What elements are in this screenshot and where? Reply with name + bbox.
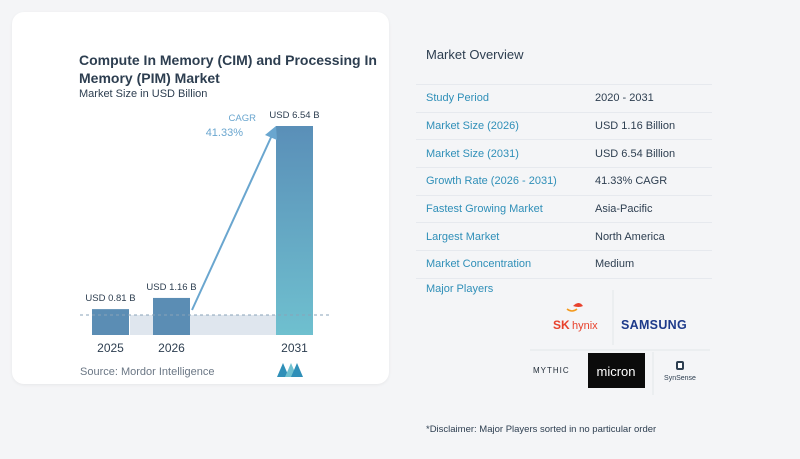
major-players-title: Major Players — [426, 283, 494, 295]
mythic-logo: MYTHIC — [533, 366, 570, 375]
data-label-2025: USD 0.81 B — [85, 293, 135, 304]
micron-logo: micron — [596, 364, 635, 379]
overview-row: Market Concentration Medium — [416, 251, 712, 279]
cagr-label: CAGR — [229, 113, 257, 124]
bar-2031 — [276, 126, 313, 335]
chart-source: Source: Mordor Intelligence — [80, 366, 215, 378]
chart-subtitle: Market Size in USD Billion — [79, 88, 208, 100]
overview-row: Largest Market North America — [416, 223, 712, 252]
x-tick-2026: 2026 — [158, 341, 185, 355]
micron-logo-box — [588, 353, 645, 388]
synsense-name: SynSense — [664, 375, 696, 382]
bar-2026 — [153, 297, 190, 335]
x-tick-2031: 2031 — [281, 341, 308, 355]
overview-row: Fastest Growing Market Asia-Pacific — [416, 196, 712, 224]
disclaimer-text: *Disclaimer: Major Players sorted in no … — [426, 424, 657, 435]
overview-value: 2020 - 2031 — [595, 92, 654, 105]
bar-chart: USD 0.81 B 2025 USD 1.16 B 2026 USD 6.54 B 20… — [80, 110, 330, 355]
chart-band — [130, 315, 276, 335]
overview-label: Growth Rate (2026 - 2031) — [426, 175, 557, 188]
overview-label: Study Period — [426, 92, 489, 105]
overview-value: USD 1.16 Billion — [595, 120, 676, 133]
chart-title: Compute In Memory (CIM) and Processing I… — [79, 52, 377, 86]
sk-hynix-sk: SK — [553, 318, 570, 332]
overview-label: Market Size (2026) — [426, 120, 519, 133]
overview-row: Growth Rate (2026 - 2031) 41.33% CAGR — [416, 168, 712, 196]
sk-hynix-logo: SK hynix — [553, 303, 598, 332]
data-label-2031: USD 6.54 B — [269, 110, 319, 121]
data-label-2026: USD 1.16 B — [146, 282, 196, 293]
cagr-arrow-line — [191, 132, 274, 311]
overview-value: 41.33% CAGR — [595, 175, 668, 188]
x-tick-2025: 2025 — [97, 341, 124, 355]
overview-label: Largest Market — [426, 230, 500, 243]
overview-label: Market Concentration — [426, 258, 532, 271]
synsense-logo: SynSense — [664, 361, 696, 382]
overview-row: Study Period 2020 - 2031 — [416, 84, 712, 113]
overview-row: Market Size (2026) USD 1.16 Billion — [416, 113, 712, 141]
samsung-logo: SAMSUNG — [621, 318, 687, 332]
cagr-value: 41.33% — [206, 127, 244, 139]
overview-label: Market Size (2031) — [426, 147, 519, 160]
market-overview-table: Study Period 2020 - 2031 Market Size (20… — [416, 84, 712, 279]
overview-value: USD 6.54 Billion — [595, 147, 676, 160]
mordor-logo-icon — [277, 363, 303, 377]
overview-value: Medium — [595, 258, 635, 271]
overview-label: Fastest Growing Market — [426, 203, 543, 216]
overview-value: Asia-Pacific — [595, 203, 653, 216]
bar-2025 — [92, 309, 129, 335]
overview-row: Market Size (2031) USD 6.54 Billion — [416, 140, 712, 169]
overview-value: North America — [595, 230, 665, 243]
cagr-arrow-head — [265, 126, 277, 140]
market-overview-title: Market Overview — [426, 47, 524, 62]
sk-hynix-name: hynix — [572, 320, 598, 332]
